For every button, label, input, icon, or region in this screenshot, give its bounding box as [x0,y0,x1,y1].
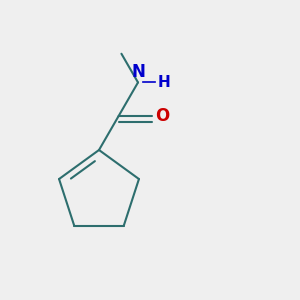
Text: N: N [131,63,145,81]
Text: O: O [155,107,169,125]
Text: H: H [158,75,170,90]
